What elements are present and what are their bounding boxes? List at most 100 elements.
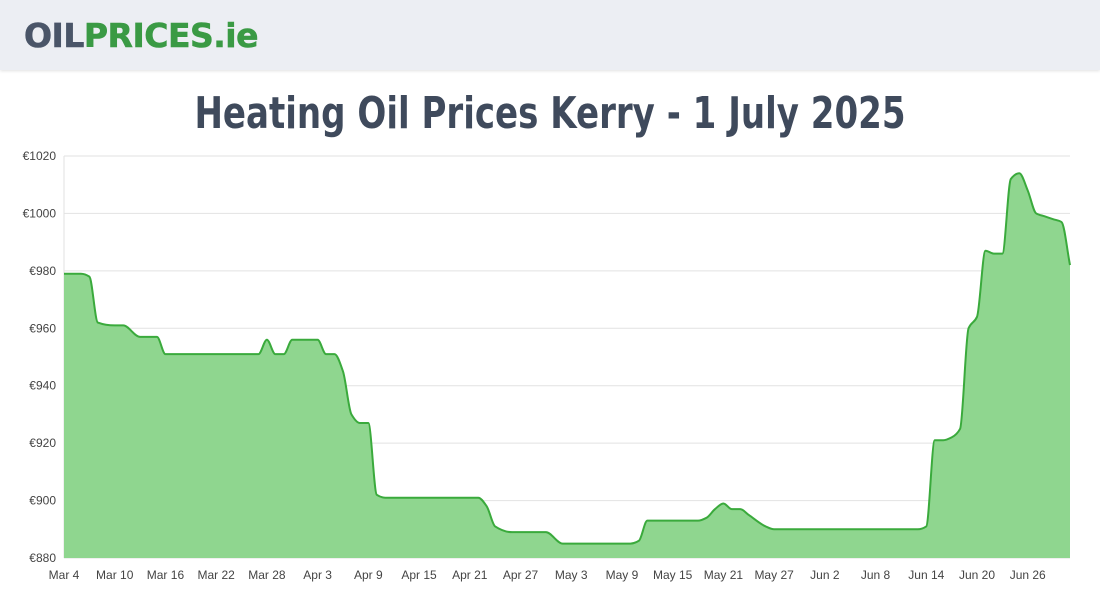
price-point[interactable] — [534, 529, 540, 535]
price-point[interactable] — [365, 420, 371, 426]
price-point[interactable] — [509, 529, 515, 535]
price-point[interactable] — [746, 512, 752, 518]
price-point[interactable] — [1059, 219, 1065, 225]
price-point[interactable] — [889, 526, 895, 532]
price-point[interactable] — [982, 248, 988, 254]
price-point[interactable] — [636, 538, 642, 544]
price-point[interactable] — [999, 251, 1005, 257]
price-point[interactable] — [112, 322, 118, 328]
price-point[interactable] — [357, 420, 363, 426]
price-point[interactable] — [729, 506, 735, 512]
price-point[interactable] — [720, 500, 726, 506]
price-point[interactable] — [272, 351, 278, 357]
price-point[interactable] — [416, 495, 422, 501]
price-point[interactable] — [670, 518, 676, 524]
x-tick-label: May 21 — [704, 568, 744, 582]
price-point[interactable] — [949, 434, 955, 440]
price-point[interactable] — [974, 314, 980, 320]
price-point[interactable] — [703, 515, 709, 521]
price-point[interactable] — [568, 541, 574, 547]
price-point[interactable] — [1050, 216, 1056, 222]
price-point[interactable] — [264, 337, 270, 343]
price-point[interactable] — [399, 495, 405, 501]
x-tick-label: Mar 22 — [197, 568, 235, 582]
price-point[interactable] — [585, 541, 591, 547]
price-point[interactable] — [1033, 210, 1039, 216]
logo-part-prices: PRICES — [83, 16, 215, 56]
price-point[interactable] — [196, 351, 202, 357]
price-point[interactable] — [348, 411, 354, 417]
price-point[interactable] — [239, 351, 245, 357]
price-point[interactable] — [991, 251, 997, 257]
price-point[interactable] — [255, 351, 261, 357]
price-point[interactable] — [95, 320, 101, 326]
price-point[interactable] — [957, 426, 963, 432]
x-tick-label: May 9 — [606, 568, 639, 582]
y-tick-label: €1000 — [23, 206, 57, 220]
y-tick-label: €880 — [29, 551, 56, 565]
price-point[interactable] — [526, 529, 532, 535]
price-point[interactable] — [146, 334, 152, 340]
x-tick-label: May 27 — [754, 568, 794, 582]
price-point[interactable] — [61, 271, 67, 277]
price-point[interactable] — [737, 506, 743, 512]
price-point[interactable] — [315, 337, 321, 343]
price-point[interactable] — [627, 541, 633, 547]
price-point[interactable] — [906, 526, 912, 532]
x-tick-label: May 15 — [653, 568, 693, 582]
x-axis-ticks: Mar 4 Mar 10 Mar 16 Mar 22 Mar 28 Apr 3 Apr 9 A… — [49, 568, 1046, 582]
price-point[interactable] — [69, 271, 75, 277]
price-point[interactable] — [298, 337, 304, 343]
price-point[interactable] — [484, 503, 490, 509]
x-tick-label: Apr 15 — [401, 568, 437, 582]
price-point[interactable] — [771, 526, 777, 532]
price-point[interactable] — [560, 541, 566, 547]
price-area-fill — [64, 173, 1070, 558]
price-point[interactable] — [543, 529, 549, 535]
price-point[interactable] — [154, 334, 160, 340]
price-point[interactable] — [475, 495, 481, 501]
price-point[interactable] — [695, 518, 701, 524]
price-point[interactable] — [915, 526, 921, 532]
price-point[interactable] — [932, 437, 938, 443]
x-tick-label: Apr 9 — [354, 568, 383, 582]
x-tick-label: Jun 2 — [810, 568, 840, 582]
price-point[interactable] — [712, 506, 718, 512]
price-point[interactable] — [1008, 176, 1014, 182]
price-point[interactable] — [492, 523, 498, 529]
y-tick-label: €900 — [29, 494, 56, 508]
x-tick-label: Mar 4 — [49, 568, 80, 582]
price-point[interactable] — [458, 495, 464, 501]
x-tick-label: Jun 8 — [861, 568, 891, 582]
price-point[interactable] — [382, 495, 388, 501]
price-point[interactable] — [940, 437, 946, 443]
price-point[interactable] — [323, 351, 329, 357]
price-point[interactable] — [763, 523, 769, 529]
price-point[interactable] — [653, 518, 659, 524]
price-point[interactable] — [120, 322, 126, 328]
price-point[interactable] — [78, 271, 84, 277]
price-point[interactable] — [1067, 262, 1073, 268]
price-point[interactable] — [966, 325, 972, 331]
price-point[interactable] — [374, 492, 380, 498]
price-point[interactable] — [86, 274, 92, 280]
price-point[interactable] — [822, 526, 828, 532]
x-tick-label: Mar 10 — [96, 568, 134, 582]
price-point[interactable] — [1042, 213, 1048, 219]
site-logo[interactable]: OILPRICES.ie — [24, 16, 259, 56]
price-point[interactable] — [289, 337, 295, 343]
price-point[interactable] — [644, 518, 650, 524]
x-tick-label: Jun 20 — [959, 568, 995, 582]
price-point[interactable] — [1025, 187, 1031, 193]
y-tick-label: €960 — [29, 321, 56, 335]
logo-part-ie: .ie — [213, 16, 259, 56]
price-point[interactable] — [1016, 170, 1022, 176]
price-point[interactable] — [281, 351, 287, 357]
price-point[interactable] — [162, 351, 168, 357]
price-point[interactable] — [332, 351, 338, 357]
x-tick-label: Jun 26 — [1010, 568, 1046, 582]
x-tick-label: Jun 14 — [908, 568, 944, 582]
price-point[interactable] — [923, 523, 929, 529]
price-point[interactable] — [137, 334, 143, 340]
price-point[interactable] — [340, 368, 346, 374]
